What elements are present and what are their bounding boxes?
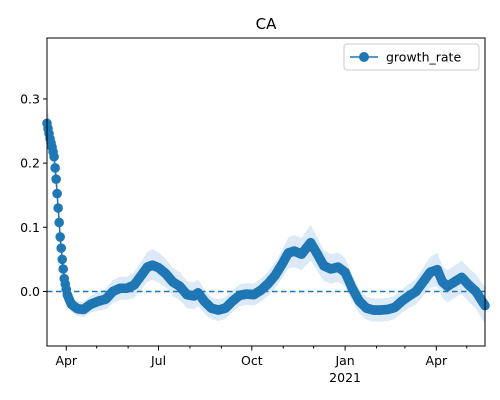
growth-rate-point: [51, 174, 61, 184]
y-tick-label: 0.1: [20, 220, 40, 235]
growth-rate-point: [57, 254, 68, 265]
x-tick-year-label: 2021: [329, 370, 361, 385]
x-tick-label: Apr: [55, 353, 77, 368]
growth-rate-point: [49, 151, 59, 162]
growth-rate-point: [56, 243, 66, 253]
x-axis-ticks: Apr Jul Oct Jan 2021 Apr: [55, 346, 468, 385]
x-tick-label: Apr: [426, 353, 448, 368]
y-tick-label: 0.0: [20, 284, 40, 299]
series-points-layer: [42, 118, 490, 315]
legend-marker-swatch: [359, 52, 369, 62]
y-axis-ticks: 0.0 0.1 0.2 0.3: [20, 91, 47, 299]
legend-label-growth-rate: growth_rate: [386, 50, 461, 65]
legend-box: [343, 43, 480, 71]
y-tick-label: 0.3: [20, 91, 40, 106]
x-tick-label: Jul: [150, 353, 166, 368]
x-tick-label: Oct: [241, 353, 263, 368]
growth-rate-point: [52, 188, 62, 199]
growth-rate-point: [50, 163, 60, 173]
growth-rate-point: [54, 217, 64, 228]
growth-rate-point: [55, 232, 65, 242]
y-tick-label: 0.2: [20, 156, 40, 171]
plot-frame: [46, 37, 486, 347]
growth-rate-point: [58, 264, 69, 274]
x-tick-label: Jan: [334, 353, 354, 368]
chart-title: CA: [256, 15, 277, 33]
growth-rate-point: [53, 203, 63, 213]
legend: growth_rate: [343, 43, 480, 71]
